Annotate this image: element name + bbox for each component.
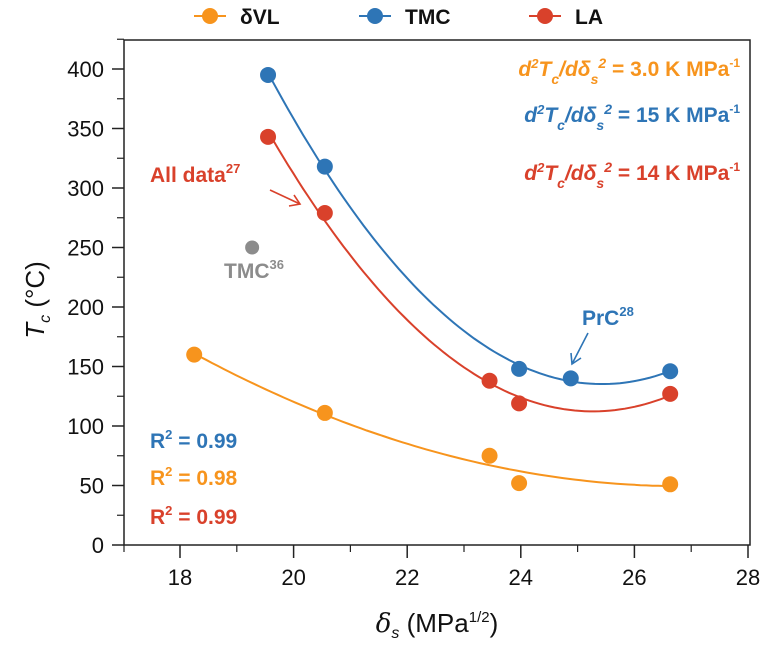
y-tick-label: 50 xyxy=(80,474,104,499)
x-axis-title: δs (MPa1/2) xyxy=(376,608,499,642)
data-point xyxy=(662,385,679,402)
data-point xyxy=(481,447,498,464)
fit-curves xyxy=(193,72,671,488)
legend-marker xyxy=(367,8,383,24)
y-axis-title: Tc (°C) xyxy=(20,261,54,339)
plot-frame xyxy=(123,39,751,546)
y-tick-label: 0 xyxy=(92,533,104,558)
legend-label: δVL xyxy=(240,6,280,29)
legend-label: TMC xyxy=(405,6,451,29)
y-tick-label: 200 xyxy=(67,295,104,320)
data-point xyxy=(662,363,679,380)
curvature-dvl: d2Tc/dδs2 = 3.0 K MPa-1 xyxy=(518,55,740,87)
data-points xyxy=(186,66,679,493)
r2-tmc: R2 = 0.99 xyxy=(150,427,237,453)
legend-label: LA xyxy=(575,6,603,29)
legend-item: TMC xyxy=(359,6,451,29)
y-tick-label: 300 xyxy=(67,176,104,201)
tmc36-label: TMC36 xyxy=(224,257,284,283)
y-tick-label: 100 xyxy=(67,414,104,439)
fit-curve-2 xyxy=(267,130,671,413)
legend: δVL TMC LA xyxy=(194,6,603,29)
data-point xyxy=(316,204,333,221)
data-point xyxy=(562,370,579,387)
x-tick-label: 20 xyxy=(281,565,305,590)
x-tick-label: 24 xyxy=(509,565,533,590)
legend-marker xyxy=(202,8,218,24)
data-point xyxy=(481,372,498,389)
legend-marker xyxy=(537,8,553,24)
x-tick-label: 28 xyxy=(736,565,760,590)
x-tick-label: 26 xyxy=(622,565,646,590)
data-point xyxy=(316,158,333,175)
curvature-annotations: d2Tc/dδs2 = 3.0 K MPa-1 d2Tc/dδs2 = 15 K… xyxy=(518,55,740,191)
all-data-arrow xyxy=(269,189,302,207)
data-point-tmc36 xyxy=(245,240,260,255)
r2-dvl: R2 = 0.98 xyxy=(150,464,238,490)
y-tick-label: 250 xyxy=(67,236,104,261)
curvature-la: d2Tc/dδs2 = 14 K MPa-1 xyxy=(524,159,740,191)
r2-la: R2 = 0.99 xyxy=(150,503,237,529)
prc-label: PrC28 xyxy=(582,304,634,330)
x-tick-label: 22 xyxy=(395,565,419,590)
data-point xyxy=(511,360,528,377)
data-point xyxy=(260,66,277,83)
curvature-tmc: d2Tc/dδs2 = 15 K MPa-1 xyxy=(524,101,740,133)
data-point xyxy=(316,404,333,421)
data-point xyxy=(511,475,528,492)
fit-curve-1 xyxy=(267,72,671,385)
y-tick-label: 150 xyxy=(67,355,104,380)
y-tick-label: 400 xyxy=(67,57,104,82)
data-point xyxy=(186,346,203,363)
legend-item: δVL xyxy=(194,6,280,29)
legend-item: LA xyxy=(529,6,603,29)
all-data-label: All data27 xyxy=(150,161,240,187)
data-point xyxy=(511,395,528,412)
y-tick-label: 350 xyxy=(67,117,104,142)
axes: 0 50 100 150 200 250 300 350 400 18 20 22 24 26 28 xyxy=(67,38,760,590)
fit-curve-0 xyxy=(193,352,671,488)
data-point xyxy=(260,128,277,145)
prc-arrow xyxy=(570,332,589,366)
x-tick-label: 18 xyxy=(168,565,192,590)
data-point xyxy=(662,476,679,493)
